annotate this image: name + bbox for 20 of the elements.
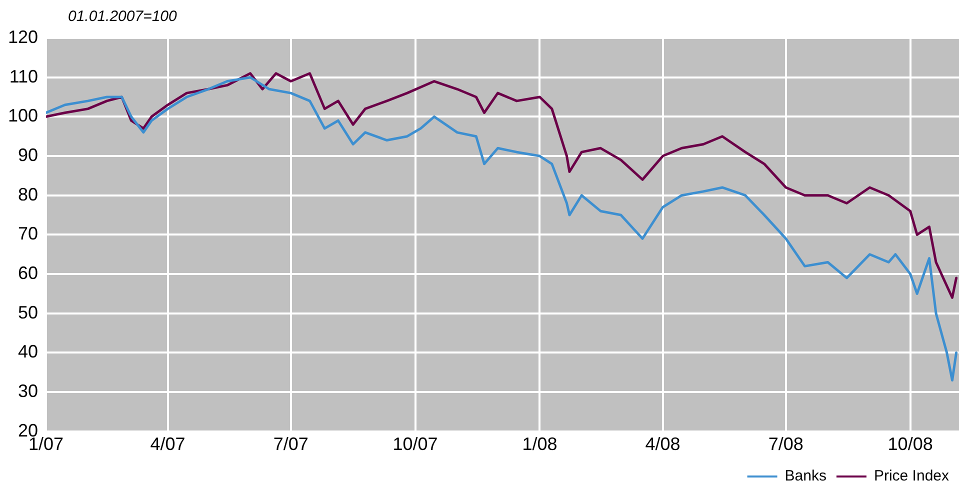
y-tick-label: 120 bbox=[8, 26, 38, 47]
legend-label: Price Index bbox=[874, 468, 950, 485]
text: 01.01.2007=100 bbox=[68, 8, 177, 25]
x-tick-label: 10/07 bbox=[392, 434, 438, 454]
y-tick-label: 30 bbox=[18, 381, 38, 402]
x-tick-label: 7/08 bbox=[768, 434, 804, 454]
x-tick-label: 7/07 bbox=[273, 434, 308, 454]
y-tick-label: 80 bbox=[18, 184, 38, 204]
y-tick-label: 70 bbox=[18, 224, 38, 244]
x-tick-label: 4/07 bbox=[150, 434, 186, 454]
y-tick-label: 90 bbox=[18, 144, 38, 165]
y-tick-label: 50 bbox=[18, 302, 38, 322]
x-tick-label: 4/08 bbox=[645, 434, 680, 454]
x-tick-label: 1/08 bbox=[522, 434, 558, 454]
y-tick-label: 110 bbox=[9, 66, 38, 86]
y-tick-label: 60 bbox=[18, 263, 38, 284]
y-tick-label: 100 bbox=[8, 106, 38, 126]
legend-label: Banks bbox=[784, 468, 826, 485]
x-tick-label: 10/08 bbox=[888, 434, 933, 454]
y-tick-label: 40 bbox=[18, 342, 38, 362]
